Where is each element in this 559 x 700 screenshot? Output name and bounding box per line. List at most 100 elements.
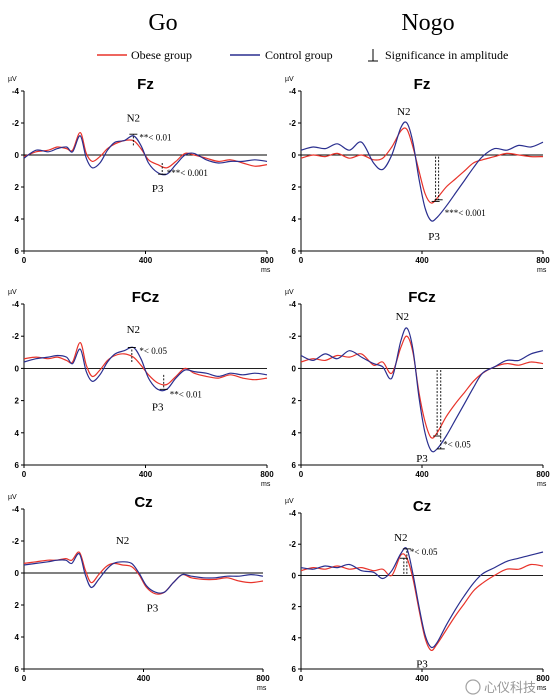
panel-fz-nogo-series-obese xyxy=(300,127,544,204)
panel-fz-go-significance-label: ***< 0.001 xyxy=(167,168,208,178)
panel-fcz-nogo-y-unit: µV xyxy=(285,289,294,296)
panel-fcz-nogo-y-tick-label: 2 xyxy=(292,397,297,406)
panel-fcz-go-series-obese xyxy=(23,341,268,386)
panel-fcz-go-x-tick-label: 400 xyxy=(139,470,153,479)
panel-fcz-go-y-tick-label: 4 xyxy=(15,429,20,438)
significance-icon xyxy=(368,49,378,62)
panel-fcz-go-x-tick-label: 800 xyxy=(260,470,274,479)
legend-significance-label: Significance in amplitude xyxy=(385,48,508,62)
panel-fz-nogo-series-control xyxy=(300,121,544,222)
panel-fz-go-y-tick-label: 0 xyxy=(15,151,20,160)
panel-fz-nogo-y-tick-label: 4 xyxy=(292,215,297,224)
panel-fcz-nogo-x-unit: ms xyxy=(537,481,547,488)
legend: Obese group Control group Significance i… xyxy=(97,48,508,62)
panel-fz-go-component-label: N2 xyxy=(127,112,140,124)
panel-fz-nogo-significance-label: ***< 0.001 xyxy=(445,208,486,218)
panel-cz-go-series-control xyxy=(23,553,264,594)
panel-cz-nogo-significance-label: *< 0.05 xyxy=(410,547,438,557)
legend-obese-label: Obese group xyxy=(131,48,192,62)
panel-cz-go-x-tick-label: 800 xyxy=(256,674,270,683)
panel-fz-nogo-y-unit: µV xyxy=(285,76,294,83)
panel-fcz-go-x-tick-label: 0 xyxy=(22,470,27,479)
panel-cz-go-series-obese xyxy=(23,551,264,595)
panel-fz-nogo-x-tick-label: 400 xyxy=(415,256,429,265)
panel-fcz-go-title: FCz xyxy=(132,289,160,306)
panel-fcz-go-x-unit: ms xyxy=(261,481,271,488)
panel-fcz-nogo-x-tick-label: 400 xyxy=(415,470,429,479)
panel-fcz-nogo-y-tick-label: -4 xyxy=(289,300,297,309)
panel-fz-go-significance-label: **< 0.01 xyxy=(139,133,171,143)
panel-cz-nogo-y-tick-label: 6 xyxy=(292,665,297,674)
panel-fcz-go-component-label: P3 xyxy=(152,401,164,413)
watermark-text: 心仪科技 xyxy=(484,680,536,695)
panel-fz-go-y-tick-label: 4 xyxy=(15,215,20,224)
panel-fz-go-x-tick-label: 0 xyxy=(22,256,27,265)
column-header-go: Go xyxy=(148,10,177,36)
panel-cz-nogo-component-label: N2 xyxy=(394,532,407,544)
watermark-logo-icon xyxy=(465,679,481,695)
panel-cz-nogo-y-unit: µV xyxy=(285,498,294,505)
panel-cz-go-y-unit: µV xyxy=(8,494,17,501)
panel-cz-nogo-x-tick-label: 800 xyxy=(536,674,550,683)
panel-cz-nogo-y-tick-label: 4 xyxy=(292,634,297,643)
panel-fz-nogo-component-label: P3 xyxy=(428,231,440,243)
panel-cz-go-y-tick-label: 0 xyxy=(15,569,20,578)
panel-fcz-nogo-x-tick-label: 0 xyxy=(299,470,304,479)
panel-fz-nogo-y-tick-label: -4 xyxy=(289,87,297,96)
panel-fcz-nogo-y-tick-label: 4 xyxy=(292,429,297,438)
panel-fz-nogo-y-tick-label: 6 xyxy=(292,247,297,256)
legend-control-label: Control group xyxy=(265,48,333,62)
panel-cz-go-x-tick-label: 400 xyxy=(137,674,151,683)
panel-fz-go-component-label: P3 xyxy=(152,183,164,195)
watermark: 心仪科技 xyxy=(465,679,536,695)
panel-fz-go-x-tick-label: 800 xyxy=(260,256,274,265)
panel-cz-nogo-x-unit: ms xyxy=(537,685,547,692)
panel-fz-go-x-unit: ms xyxy=(261,267,271,274)
panel-fcz-nogo-y-tick-label: 6 xyxy=(292,461,297,470)
panel-cz-nogo-y-tick-label: 0 xyxy=(292,571,297,580)
panel-cz-go-x-tick-label: 0 xyxy=(22,674,27,683)
panel-fcz-nogo-y-tick-label: -2 xyxy=(289,332,297,341)
panel-cz-nogo-component-label: P3 xyxy=(416,658,428,670)
panel-fcz-nogo-significance-label: *< 0.05 xyxy=(443,439,471,449)
column-header-nogo: Nogo xyxy=(401,10,454,36)
panel-fcz-go-significance-label: **< 0.01 xyxy=(170,389,202,399)
panel-cz-nogo-series-control xyxy=(300,547,544,649)
panel-fcz-nogo-component-label: P3 xyxy=(416,453,428,465)
panel-cz-go-y-tick-label: -4 xyxy=(12,505,20,514)
panel-fz-go-y-tick-label: 2 xyxy=(15,183,20,192)
panel-cz-nogo-title: Cz xyxy=(413,498,431,515)
panel-fz-nogo-component-label: N2 xyxy=(397,106,410,118)
panel-fz-nogo-x-unit: ms xyxy=(537,267,547,274)
panel-fz-go-y-tick-label: -4 xyxy=(12,87,20,96)
panel-fcz-nogo-series-obese xyxy=(300,335,544,439)
panel-cz-go-y-tick-label: 6 xyxy=(15,665,20,674)
panel-fz-nogo-x-tick-label: 0 xyxy=(299,256,304,265)
panel-cz-nogo-x-tick-label: 400 xyxy=(415,674,429,683)
panel-fcz-go-y-unit: µV xyxy=(8,289,17,296)
panel-fcz-go-y-tick-label: -4 xyxy=(12,300,20,309)
panel-cz-go-y-tick-label: 2 xyxy=(15,601,20,610)
panel-cz-go-y-tick-label: 4 xyxy=(15,633,20,642)
panel-fcz-nogo-x-tick-label: 800 xyxy=(536,470,550,479)
panel-fz-go-x-tick-label: 400 xyxy=(139,256,153,265)
panel-cz-nogo-y-tick-label: 2 xyxy=(292,603,297,612)
panel-fcz-go-y-tick-label: 6 xyxy=(15,461,20,470)
panel-fcz-go-component-label: N2 xyxy=(127,324,140,336)
panel-cz-nogo-y-tick-label: -2 xyxy=(289,540,297,549)
panel-fz-nogo-y-tick-label: 2 xyxy=(292,183,297,192)
panel-fz-nogo-y-tick-label: 0 xyxy=(292,151,297,160)
panel-fcz-go-y-tick-label: -2 xyxy=(12,332,20,341)
panel-cz-nogo-x-tick-label: 0 xyxy=(299,674,304,683)
panel-fcz-nogo-title: FCz xyxy=(408,289,436,306)
panel-cz-go-x-unit: ms xyxy=(257,685,267,692)
panel-fz-nogo-y-tick-label: -2 xyxy=(289,119,297,128)
